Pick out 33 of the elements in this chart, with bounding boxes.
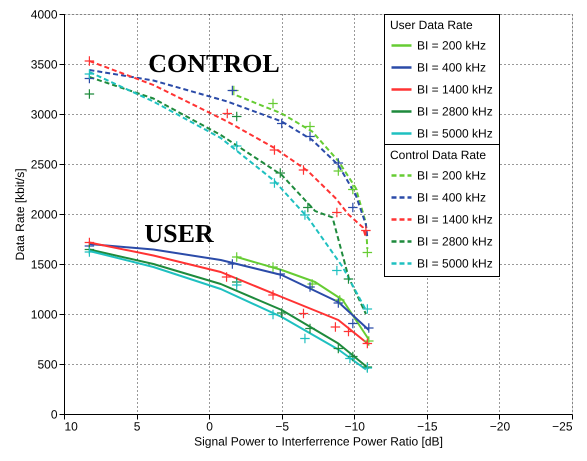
legend-label: BI = 400 kHz [417,190,486,204]
y-tick-label: 0 [50,408,58,422]
text: User Data Rate [390,18,473,32]
y-tick-label: 4000 [30,8,58,22]
legend-label: BI = 2800 kHz [417,234,493,248]
x-tick-label: 5 [134,420,141,434]
legend-label: BI = 200 kHz [417,168,486,182]
legend-label: BI = 200 kHz [417,38,486,52]
annotation: CONTROL [148,49,280,78]
legend-label: BI = 2800 kHz [417,104,493,118]
y-axis-title: Data Rate [kbit/s] [12,168,27,261]
x-tick-label: −10 [344,420,366,434]
y-tick-label: 3500 [30,58,58,72]
x-tick-label: −25 [552,420,573,434]
x-tick-label: −15 [417,420,438,434]
y-tick-label: 2500 [30,158,58,172]
legend-label: BI = 400 kHz [417,60,486,74]
annotation: USER [144,219,214,248]
x-tick-label: −5 [275,420,290,434]
y-tick-label: 1500 [30,258,58,272]
x-tick-label: 0 [206,420,214,434]
legend-label: BI = 1400 kHz [417,212,493,226]
x-tick-label: −20 [490,420,510,434]
legend-label: BI = 5000 kHz [417,126,493,140]
y-tick-label: 2000 [30,208,58,222]
y-tick-label: 500 [37,358,58,372]
text: Control Data Rate [390,148,486,162]
y-tick-label: 3000 [30,108,58,122]
legend-label: BI = 1400 kHz [417,82,493,96]
x-axis-title: Signal Power to Interferrence Power Ratio [dB] [194,434,443,448]
legend-label: BI = 5000 kHz [417,256,493,270]
x-tick-label: 10 [64,420,78,434]
y-tick-label: 1000 [30,308,58,322]
